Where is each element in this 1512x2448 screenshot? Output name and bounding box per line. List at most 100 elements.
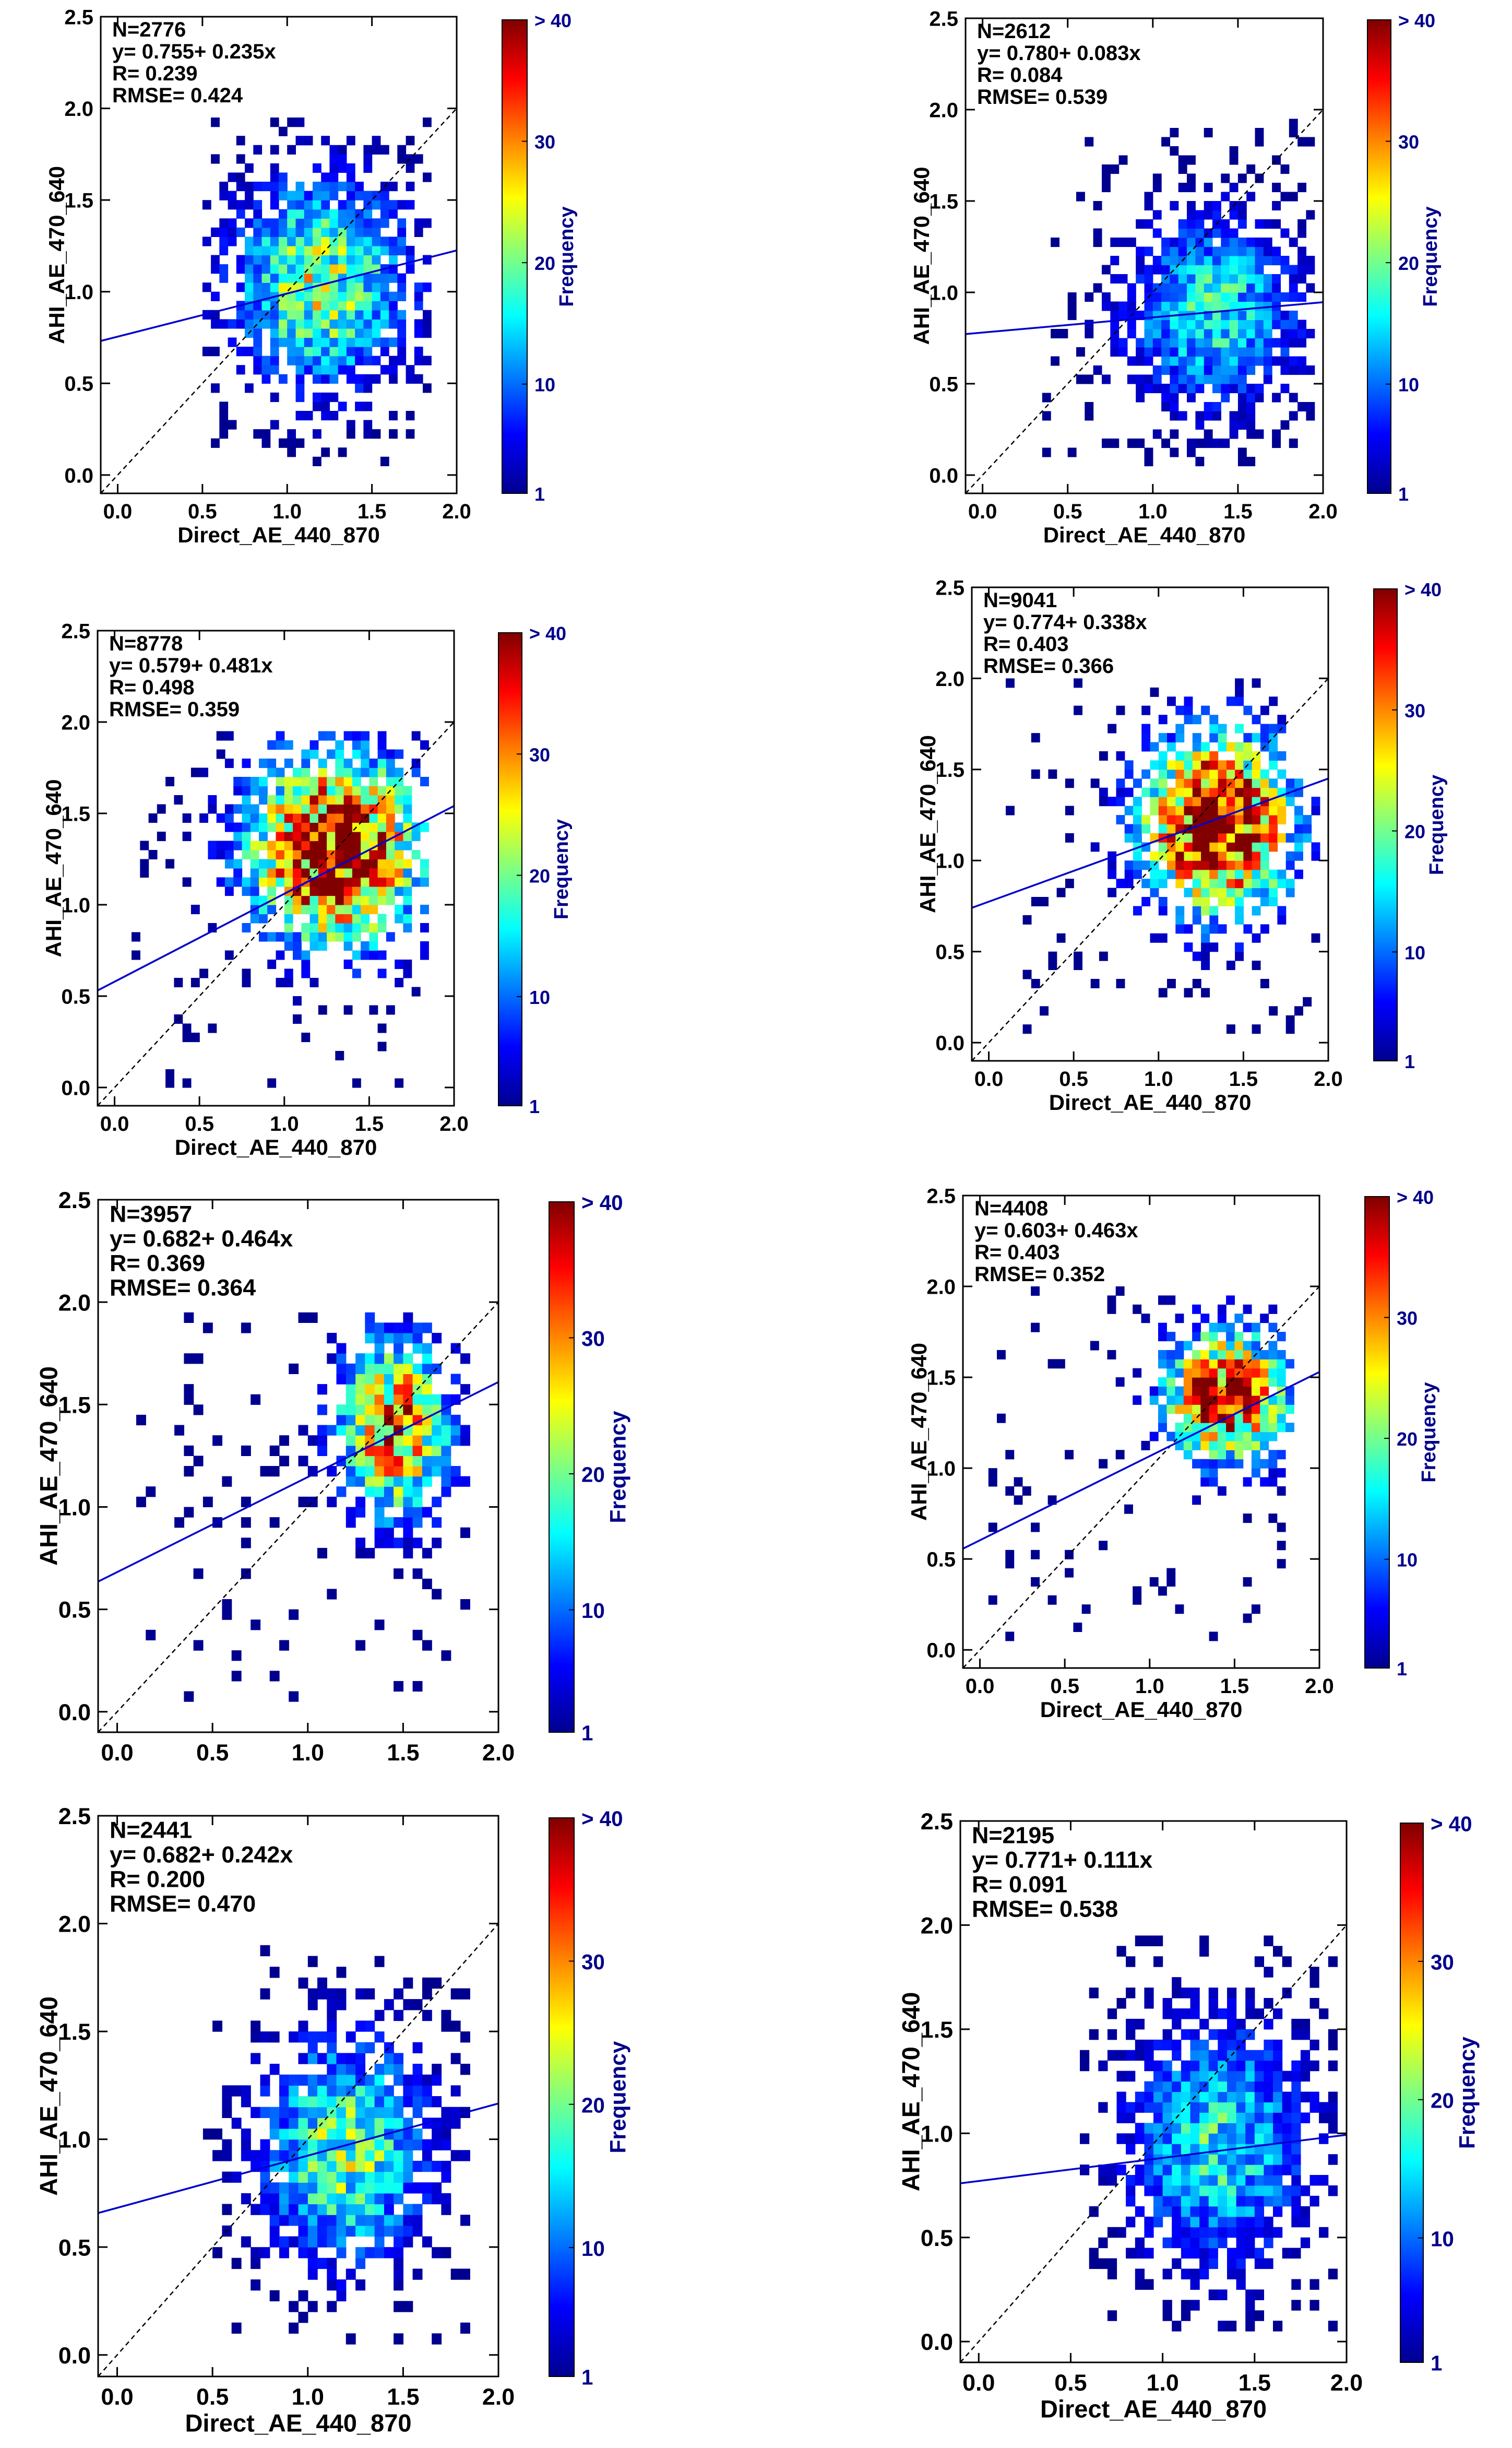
density-cell xyxy=(267,822,277,832)
density-cell xyxy=(295,136,305,146)
density-cell xyxy=(361,905,370,915)
y-tick-label: 2.5 xyxy=(929,7,958,30)
density-cell xyxy=(1264,1998,1273,2009)
density-cell xyxy=(253,182,263,192)
density-cell xyxy=(259,905,268,915)
density-cell xyxy=(1183,1450,1193,1460)
density-cell xyxy=(279,245,288,256)
density-cell xyxy=(1235,696,1244,706)
density-cell xyxy=(301,950,311,960)
density-cell xyxy=(1235,869,1244,879)
y-axis-label: AHI_AE_470_640 xyxy=(35,1366,63,1566)
colorbar-tick-label: 10 xyxy=(529,987,550,1008)
colorbar-tick-label: 10 xyxy=(1397,1550,1418,1571)
density-cell xyxy=(1199,2154,1209,2165)
density-cell xyxy=(1285,1395,1294,1405)
density-cell xyxy=(403,1977,413,1989)
density-cell xyxy=(369,786,378,796)
stats-rmse: RMSE= 0.366 xyxy=(983,655,1114,678)
density-cell xyxy=(412,1629,423,1640)
density-cell xyxy=(304,273,313,283)
density-cell xyxy=(1200,1359,1210,1369)
density-cell xyxy=(1246,429,1256,439)
density-cell xyxy=(279,301,288,311)
density-cell xyxy=(1056,888,1066,897)
density-cell xyxy=(1218,2227,1228,2238)
density-cell xyxy=(1136,374,1145,384)
density-cell xyxy=(1263,238,1272,247)
density-cell xyxy=(1190,2071,1200,2082)
density-cell xyxy=(1161,347,1170,357)
density-cell xyxy=(403,2204,413,2215)
density-cell xyxy=(293,859,302,869)
density-cell xyxy=(460,2322,470,2334)
density-cell xyxy=(441,1456,451,1467)
density-cell xyxy=(182,1033,192,1043)
density-cell xyxy=(224,804,234,814)
density-cell xyxy=(1252,851,1261,861)
density-cell xyxy=(279,374,288,384)
density-cell xyxy=(1192,851,1201,861)
density-cell xyxy=(1209,924,1219,934)
density-cell xyxy=(372,374,381,384)
density-cell xyxy=(363,310,373,320)
density-cell xyxy=(1252,787,1261,797)
density-cell xyxy=(1201,888,1210,897)
density-cell xyxy=(1187,338,1196,348)
density-cell xyxy=(361,950,370,960)
density-cell xyxy=(352,777,361,787)
density-cell xyxy=(394,2139,403,2150)
density-cell xyxy=(1208,1988,1218,1998)
density-cell xyxy=(313,273,322,283)
density-cell xyxy=(1170,329,1179,339)
density-cell xyxy=(1303,833,1312,843)
colorbar-gradient xyxy=(1364,1196,1390,1669)
density-cell xyxy=(1245,2216,1255,2228)
density-cell xyxy=(432,2128,442,2140)
density-cell xyxy=(1268,1359,1278,1369)
density-cell xyxy=(1181,2227,1191,2238)
density-cell xyxy=(1192,797,1201,807)
density-cell xyxy=(1236,2133,1246,2144)
density-cell xyxy=(1235,742,1244,752)
density-cell xyxy=(403,1445,413,1456)
density-cell xyxy=(279,1456,289,1467)
density-cell xyxy=(1150,933,1159,943)
density-cell xyxy=(1297,274,1306,284)
density-cell xyxy=(1285,1404,1294,1414)
density-cell xyxy=(394,2268,403,2280)
density-cell xyxy=(1268,1513,1278,1523)
density-cell xyxy=(1175,815,1185,825)
density-cell xyxy=(1254,2206,1264,2217)
density-cell xyxy=(1124,760,1134,770)
density-cell xyxy=(1040,1006,1049,1016)
density-cell xyxy=(321,310,330,320)
density-cell xyxy=(1161,356,1170,366)
density-cell xyxy=(318,822,327,832)
density-cell xyxy=(1235,951,1244,961)
density-cell xyxy=(287,117,296,127)
density-cell xyxy=(355,2128,365,2140)
density-cell xyxy=(289,2139,299,2150)
density-cell xyxy=(1200,1368,1210,1378)
density-cell xyxy=(269,2193,280,2205)
density-cell xyxy=(309,813,319,823)
density-cell xyxy=(374,2118,385,2129)
one-to-one-line xyxy=(960,1924,1347,2362)
density-cell xyxy=(365,2215,375,2226)
density-cell xyxy=(1184,815,1193,825)
density-cell xyxy=(1218,824,1227,834)
density-cell xyxy=(260,2193,270,2205)
density-cell xyxy=(1107,2258,1117,2269)
density-cell xyxy=(1102,301,1111,311)
density-cell xyxy=(343,941,353,951)
density-cell xyxy=(394,1517,403,1528)
density-cell xyxy=(241,2193,251,2205)
density-cell xyxy=(289,2031,299,2043)
density-cell xyxy=(1235,897,1244,906)
density-cell xyxy=(301,859,311,869)
density-cell xyxy=(395,1078,404,1088)
x-axis-label: Direct_AE_440_870 xyxy=(177,523,380,547)
density-cell xyxy=(1135,2206,1145,2217)
density-cell xyxy=(222,2139,232,2150)
